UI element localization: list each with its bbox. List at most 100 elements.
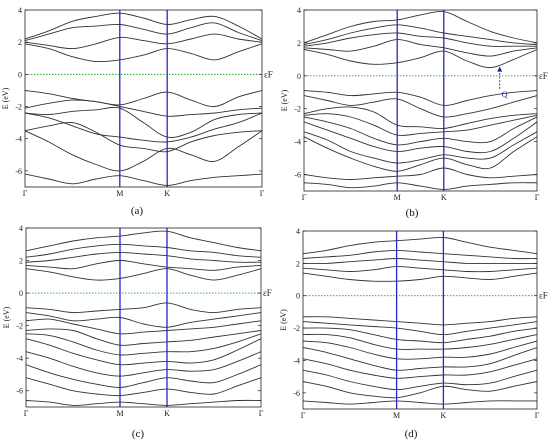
y-tick-label: 4 — [297, 6, 301, 15]
band-line-12 — [303, 266, 537, 273]
band-line-12 — [304, 39, 537, 57]
y-tick-label: -2 — [294, 105, 301, 114]
band-line-14 — [26, 243, 261, 258]
band-line-11 — [26, 268, 261, 281]
y-tick-label: 2 — [19, 257, 23, 266]
band-line-3 — [25, 121, 262, 153]
band-line-6 — [303, 340, 537, 360]
x-tick-label: Γ — [23, 189, 28, 198]
band-line-5 — [304, 121, 537, 154]
x-tick-label: K — [164, 409, 170, 418]
y-tick-label: -4 — [16, 354, 23, 363]
x-tick-label: M — [394, 193, 401, 202]
band-line-9 — [26, 312, 261, 328]
band-line-7 — [25, 90, 262, 107]
band-line-8 — [26, 318, 261, 335]
x-tick-label: M — [116, 409, 123, 418]
band-line-7 — [26, 328, 261, 346]
x-tick-label: Γ — [259, 409, 264, 418]
band-line-6 — [25, 99, 262, 117]
x-tick-label: Γ — [535, 193, 540, 202]
band-line-15 — [26, 230, 261, 252]
axes-frame — [24, 9, 263, 188]
y-axis-label: E (eV) — [2, 306, 11, 328]
y-axis-label: E (eV) — [279, 309, 288, 331]
band-line-14 — [303, 249, 537, 260]
band-line-9 — [304, 95, 537, 118]
y-tick-label: -6 — [293, 389, 300, 398]
band-line-6 — [304, 116, 537, 146]
x-tick-label: Γ — [301, 411, 306, 420]
band-line-9 — [303, 321, 537, 336]
band-line-8 — [304, 106, 537, 130]
axes-frame — [302, 230, 538, 410]
band-line-4 — [25, 112, 262, 143]
band-line-2 — [25, 130, 262, 172]
y-tick-label: 0 — [19, 289, 23, 298]
bands — [26, 230, 261, 406]
band-line-6 — [26, 333, 261, 356]
band-line-10 — [304, 90, 537, 106]
band-line-13 — [304, 32, 537, 47]
bands — [304, 10, 537, 190]
band-line-11 — [25, 12, 262, 40]
y-tick-label: -4 — [294, 138, 301, 147]
band-line-5 — [25, 106, 262, 138]
panel-caption: (b) — [406, 207, 419, 219]
panel-d: 4 2 0 -2 -4 -6 Γ M K Γ E (eV) εF (d) — [279, 227, 548, 440]
x-tick-label: K — [441, 193, 447, 202]
band-line-2 — [26, 377, 261, 397]
y-tick-label: 2 — [296, 259, 300, 268]
band-line-7 — [303, 333, 537, 350]
panel-c: 4 2 0 -2 -4 -6 Γ M K Γ E (eV) εF (c) — [2, 224, 272, 440]
x-tick-label: Γ — [302, 193, 307, 202]
band-line-4 — [303, 358, 537, 379]
y-tick-label: -6 — [15, 167, 22, 176]
x-tick-label: M — [116, 189, 123, 198]
fermi-level-label: εF — [264, 69, 273, 79]
band-line-15 — [304, 10, 537, 44]
fermi-level-label: εF — [263, 288, 272, 298]
band-line-12 — [26, 260, 261, 271]
x-tick-label: M — [393, 411, 400, 420]
y-axis-label: E (eV) — [1, 87, 10, 109]
y-tick-label: 2 — [297, 39, 301, 48]
y-tick-label: 4 — [296, 227, 300, 236]
panel-b: 4 2 0 -2 -4 -6 Γ M K Γ E (eV) εF Q (b) — [280, 6, 548, 219]
band-line-4 — [304, 131, 537, 164]
annotation-arrowhead — [497, 66, 503, 72]
fermi-level-label: εF — [539, 71, 548, 81]
panel-a: 4 2 0 -2 -4 -6 Γ M K Γ E (eV) εF (a) — [1, 6, 273, 217]
x-tick-label: Γ — [24, 409, 29, 418]
band-line-13 — [26, 251, 261, 263]
band-line-1 — [26, 399, 261, 406]
axes-frame — [303, 9, 538, 192]
x-tick-label: K — [441, 411, 447, 420]
band-line-10 — [303, 316, 537, 326]
y-tick-label: -6 — [294, 171, 301, 180]
band-line-14 — [304, 24, 537, 46]
y-tick-label: -6 — [16, 387, 23, 396]
band-line-15 — [303, 236, 537, 255]
band-line-10 — [25, 22, 262, 42]
y-tick-label: 0 — [18, 70, 22, 79]
axes-frame — [25, 227, 262, 408]
panel-caption: (c) — [132, 428, 145, 440]
y-tick-label: -4 — [15, 135, 22, 144]
y-tick-label: 4 — [19, 224, 23, 233]
band-line-5 — [303, 347, 537, 371]
y-tick-label: -2 — [293, 324, 300, 333]
y-tick-label: 4 — [18, 6, 22, 15]
bands — [25, 12, 262, 186]
x-tick-label: Γ — [535, 411, 540, 420]
band-line-2 — [304, 167, 537, 180]
band-line-3 — [26, 364, 261, 388]
band-line-8 — [303, 327, 537, 344]
fermi-level-label: εF — [539, 291, 548, 301]
y-tick-label: -4 — [293, 356, 300, 365]
band-line-10 — [26, 302, 261, 314]
annotation-label: Q — [502, 90, 508, 99]
band-line-2 — [303, 381, 537, 399]
panel-caption: (d) — [405, 428, 418, 440]
